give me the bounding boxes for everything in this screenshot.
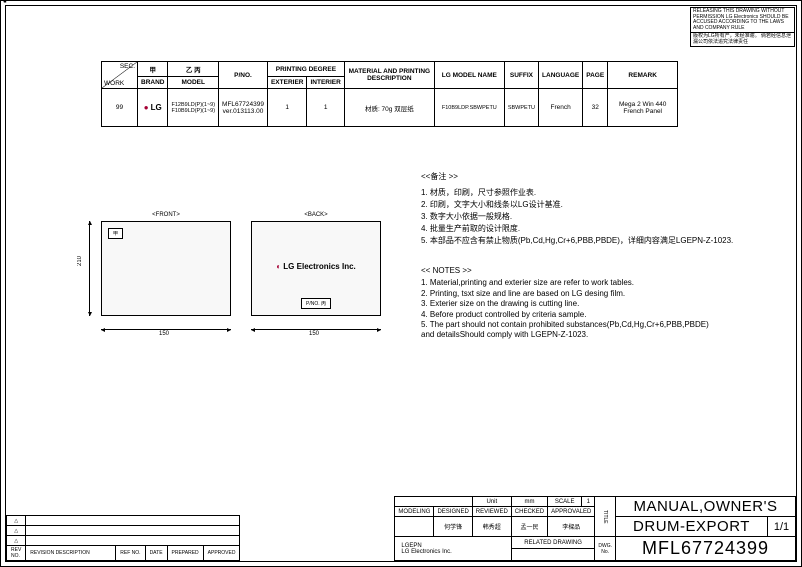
- tb-scale-v: 1: [582, 497, 595, 507]
- release-note-box: RELEASING THIS DRAWING WITHOUT PERMISSIO…: [690, 7, 795, 47]
- dim-h1-arrow: [101, 329, 231, 330]
- cell-work: 99: [102, 89, 138, 127]
- cell-page: 32: [583, 89, 608, 127]
- title-block: Unit mm SCALE 1 TITLE MANUAL,OWNER'S MOD…: [394, 496, 796, 561]
- hdr-model: MODEL: [168, 77, 219, 89]
- revision-block: △ △ △ REV NO. REVISION DESCRIPTION REF N…: [6, 515, 240, 561]
- tb-title-lbl: TITLE: [595, 497, 616, 537]
- front-label: <FRONT>: [102, 212, 230, 218]
- lg-logo: LG: [144, 103, 162, 112]
- notes-en-2: 2. Printing, tsxt size and line are base…: [421, 289, 781, 299]
- back-panel: <BACK> LG Electronics Inc. P/NO. 丙: [251, 221, 381, 316]
- tb-modeling: MODELING: [395, 507, 434, 517]
- hdr-remark: REMARK: [608, 62, 678, 89]
- tb-designed: DESIGNED: [434, 507, 472, 517]
- tb-checked: CHECKED: [511, 507, 547, 517]
- notes-zh-5: 5. 本部品不应含有禁止物质(Pb,Cd,Hg,Cr+6,PBB,PBDE)，详…: [421, 235, 771, 247]
- tb-unit: Unit: [472, 497, 511, 507]
- cell-model: F12B9LD(P)(1~9) F10B9LD(P)(1~9): [168, 89, 219, 127]
- tb-reviewed: REVIEWED: [472, 507, 511, 517]
- release-note-en: RELEASING THIS DRAWING WITHOUT PERMISSIO…: [691, 8, 794, 32]
- hdr-sec: SEC.: [120, 63, 135, 70]
- cell-suffix: SBWPETU: [504, 89, 538, 127]
- tb-mm: mm: [511, 497, 547, 507]
- tb-org2: LG Electronics Inc.: [401, 549, 507, 555]
- spec-table: WORK SEC. 甲 乙 丙 P/NO. PRINTING DEGREE MA…: [101, 61, 678, 127]
- rotated-doc-id: MFL67724399: [0, 0, 7, 5]
- back-label: <BACK>: [252, 212, 380, 218]
- dim-v: 210: [77, 256, 83, 266]
- tb-related: RELATED DRAWING: [511, 537, 595, 549]
- notes-zh-title: <<备注 >>: [421, 171, 771, 183]
- hdr-mat: MATERIAL AND PRINTING DESCRIPTION: [344, 62, 434, 89]
- dim-h2-arrow: [251, 329, 381, 330]
- drawing-sheet: MFL67724399 RELEASING THIS DRAWING WITHO…: [0, 0, 802, 567]
- notes-chinese: <<备注 >> 1. 材质，印刷，尺寸参照作业表. 2. 印刷，文字大小和线条以…: [421, 171, 771, 247]
- tb-title1: MANUAL,OWNER'S: [616, 497, 796, 517]
- notes-en-4: 4. Before product controlled by criteria…: [421, 310, 781, 320]
- hdr-printdeg: PRINTING DEGREE: [267, 62, 344, 77]
- hdr-bing: 丙: [194, 67, 201, 74]
- release-note-zh: 版权为LG所有产，未经准谢。 倘若经信息泄漏公司依法追究法律责任: [691, 32, 794, 46]
- notes-en-title: << NOTES >>: [421, 266, 781, 276]
- hdr-brand: BRAND: [138, 77, 168, 89]
- tb-dwgno-lbl: DWG. No.: [595, 537, 616, 561]
- tb-dwg: MFL67724399: [616, 537, 796, 561]
- notes-en-6: and detailsShould comply with LGEPN-Z-10…: [421, 330, 781, 340]
- notes-english: << NOTES >> 1. Material,printing and ext…: [421, 266, 781, 341]
- hdr-jia: 甲: [138, 62, 168, 77]
- tb-name2: 韩秀超: [472, 517, 511, 537]
- cell-pno: MFL67724399 ver.013113.00: [219, 89, 268, 127]
- cell-int: 1: [307, 89, 344, 127]
- hdr-int: INTERIER: [307, 77, 344, 89]
- tb-approvaled: APPROVALED: [548, 507, 595, 517]
- cell-remark: Mega 2 Win 440 French Panel: [608, 89, 678, 127]
- hdr-page: PAGE: [583, 62, 608, 89]
- tb-sheet: 1/1: [768, 517, 796, 537]
- rev-prepared: PREPARED: [167, 546, 203, 561]
- rev-no: REV NO.: [7, 546, 26, 561]
- tag-tab: 甲: [108, 228, 123, 239]
- cell-lang: French: [539, 89, 583, 127]
- notes-en-3: 3. Exterier size on the drawing is cutti…: [421, 299, 781, 309]
- hdr-suffix: SUFFIX: [504, 62, 538, 89]
- dim-v-arrow: [89, 221, 90, 316]
- rev-approved: APPROVED: [203, 546, 240, 561]
- pno-tab: P/NO. 丙: [301, 298, 331, 309]
- lg-electronics-text: LG Electronics Inc.: [252, 262, 380, 271]
- cell-lgname: F10B9LDP.SBWPETU: [434, 89, 504, 127]
- cell-mat: 材质: 70g 双层纸: [344, 89, 434, 127]
- notes-zh-2: 2. 印刷，文字大小和线条以LG设计基准.: [421, 199, 771, 211]
- panel-diagram: <FRONT> 甲 <BACK> LG Electronics Inc. P/N…: [81, 201, 411, 361]
- hdr-yi: 乙: [186, 67, 193, 74]
- hdr-lang: LANGUAGE: [539, 62, 583, 89]
- hdr-ext: EXTERIER: [267, 77, 307, 89]
- notes-zh-1: 1. 材质，印刷，尺寸参照作业表.: [421, 187, 771, 199]
- hdr-work: WORK: [104, 80, 124, 87]
- rev-desc: REVISION DESCRIPTION: [26, 546, 116, 561]
- rev-date: DATE: [145, 546, 167, 561]
- hdr-pno: P/NO.: [219, 62, 268, 89]
- notes-zh-3: 3. 数字大小依据一般规格.: [421, 211, 771, 223]
- front-panel: <FRONT> 甲: [101, 221, 231, 316]
- tb-scale: SCALE: [548, 497, 582, 507]
- notes-en-1: 1. Material,printing and exterier size a…: [421, 278, 781, 288]
- dim-h2: 150: [309, 331, 319, 337]
- tb-name1: 何学锋: [434, 517, 472, 537]
- rev-ref: REF NO.: [116, 546, 145, 561]
- tb-name3: 孟一民: [511, 517, 547, 537]
- cell-ext: 1: [267, 89, 307, 127]
- hdr-lgname: LG MODEL NAME: [434, 62, 504, 89]
- notes-en-5: 5. The part should not contain prohibite…: [421, 320, 781, 330]
- notes-zh-4: 4. 批量生产前取的设计限度.: [421, 223, 771, 235]
- tb-title2: DRUM-EXPORT: [616, 517, 768, 537]
- tb-name4: 李樑品: [548, 517, 595, 537]
- dim-h1: 150: [159, 331, 169, 337]
